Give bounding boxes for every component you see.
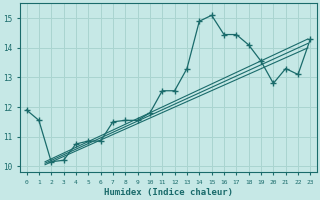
X-axis label: Humidex (Indice chaleur): Humidex (Indice chaleur) <box>104 188 233 197</box>
